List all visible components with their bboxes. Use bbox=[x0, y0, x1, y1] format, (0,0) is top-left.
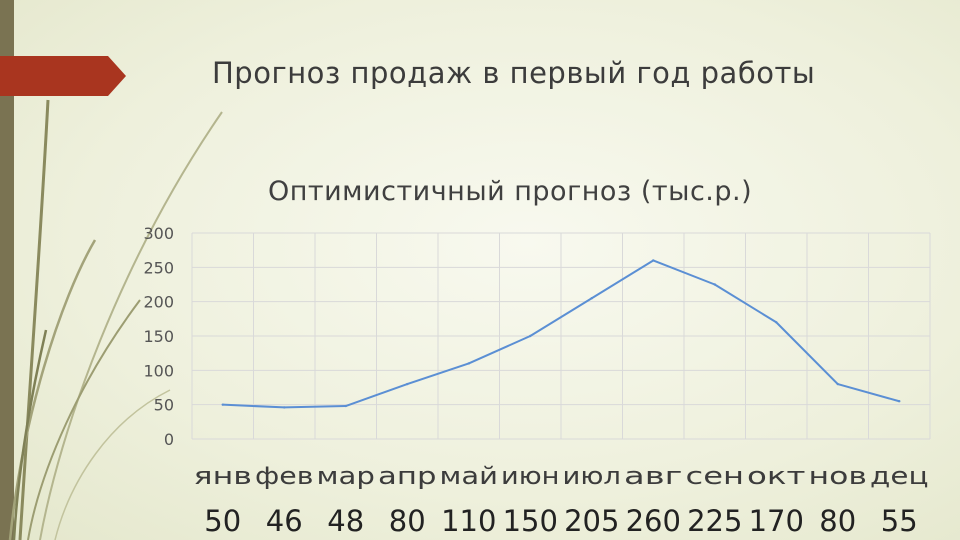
x-tick-label: авг bbox=[624, 462, 682, 490]
left-accent-bar bbox=[0, 0, 14, 540]
x-axis: янв фев мар апр май июн июл авг сен окт нов дец bbox=[194, 462, 929, 490]
data-point bbox=[344, 404, 347, 408]
x-tick-label: янв bbox=[194, 462, 252, 490]
data-point bbox=[713, 283, 716, 286]
x-tick-label: мар bbox=[317, 462, 375, 490]
y-tick-label: 100 bbox=[143, 361, 174, 380]
x-tick-label: апр bbox=[378, 462, 436, 490]
y-tick-label: 150 bbox=[143, 327, 174, 346]
data-point bbox=[529, 334, 532, 338]
x-tick-label: июн bbox=[501, 462, 559, 490]
x-tick-label: май bbox=[440, 462, 498, 490]
y-tick-label: 50 bbox=[154, 396, 174, 415]
data-point bbox=[652, 259, 655, 262]
x-tick-label: сен bbox=[686, 462, 744, 490]
y-tick-label: 0 bbox=[164, 430, 174, 449]
x-tick-label: фев bbox=[255, 462, 313, 490]
data-point bbox=[406, 382, 409, 386]
title-accent-tab bbox=[0, 56, 126, 96]
x-tick-label: июл bbox=[563, 462, 621, 490]
slide-title: Прогноз продаж в первый год работы bbox=[212, 56, 816, 90]
data-point bbox=[590, 297, 593, 300]
data-point bbox=[775, 321, 778, 324]
y-tick-label: 300 bbox=[143, 224, 174, 243]
chart-title: Оптимистичный прогноз (тыс.р.) bbox=[268, 176, 753, 207]
data-point bbox=[221, 403, 224, 406]
data-point bbox=[283, 406, 286, 409]
series-line bbox=[222, 259, 900, 409]
data-point bbox=[836, 382, 839, 386]
y-tick-label: 250 bbox=[143, 258, 174, 277]
x-tick-label: дец bbox=[870, 462, 928, 490]
y-tick-label: 200 bbox=[143, 293, 174, 312]
grid bbox=[191, 232, 931, 440]
grass-decoration bbox=[8, 99, 223, 540]
x-tick-label: нов bbox=[809, 462, 867, 490]
x-tick-label: окт bbox=[747, 462, 805, 490]
y-axis: 0 50 100 150 200 250 300 bbox=[143, 224, 174, 449]
series bbox=[221, 259, 901, 409]
data-point bbox=[467, 362, 470, 365]
data-point bbox=[898, 400, 901, 403]
